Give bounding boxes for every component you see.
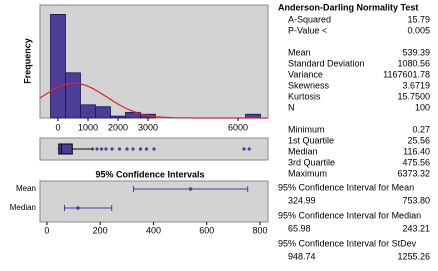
stat-value: 100 xyxy=(415,102,430,112)
stat-label: Standard Deviation xyxy=(288,58,365,68)
stat-label: Median xyxy=(288,146,318,156)
stat-label: 1st Quartile xyxy=(288,135,334,145)
box xyxy=(58,143,73,155)
stat-value: 1080.56 xyxy=(397,58,430,68)
bar xyxy=(110,115,126,119)
interval-label: 95% Confidence Interval for Mean xyxy=(278,182,414,192)
stat-value: 15.7500 xyxy=(397,91,430,101)
bar xyxy=(65,72,81,119)
outlier xyxy=(138,147,143,151)
outlier xyxy=(144,147,149,151)
x-tick-label: 400 xyxy=(146,225,161,235)
outlier xyxy=(110,147,114,151)
stat-label: Maximum xyxy=(288,168,327,178)
stat-value: 3.6719 xyxy=(402,80,430,90)
stat-label: Skewness xyxy=(288,80,330,90)
row-label: Median xyxy=(10,203,36,212)
ci-title: 95% Confidence Intervals xyxy=(95,169,204,179)
stat-label: Minimum xyxy=(288,124,325,134)
interval-low: 948.74 xyxy=(288,251,316,261)
row-label: Mean xyxy=(16,184,36,193)
estimate xyxy=(76,206,80,210)
outlier xyxy=(131,147,135,151)
stat-label: 3rd Quartile xyxy=(288,157,335,167)
stat-value: 116.40 xyxy=(403,146,430,156)
outlier xyxy=(242,147,246,151)
stat-label: Kurtosis xyxy=(288,91,321,101)
estimate xyxy=(188,187,193,191)
interval-label: 95% Confidence Interval for Median xyxy=(278,210,421,220)
interval-low: 65.98 xyxy=(288,223,311,233)
outlier xyxy=(90,147,95,151)
outlier xyxy=(95,147,99,151)
outlier xyxy=(152,147,156,151)
x-tick-label: 200 xyxy=(93,225,108,235)
outlier xyxy=(99,147,104,151)
y-axis-label: Frequency xyxy=(22,38,32,84)
outlier xyxy=(104,147,108,151)
stat-value: 0.005 xyxy=(407,25,430,35)
outlier xyxy=(247,147,251,151)
bar xyxy=(80,104,96,119)
interval-high: 243.21 xyxy=(402,223,430,233)
stat-value: 6373.32 xyxy=(397,168,430,178)
interval-high: 753.80 xyxy=(402,195,430,205)
x-tick-label: 0 xyxy=(55,122,60,132)
x-tick-label: 6000 xyxy=(228,122,248,132)
stat-value: 0.27 xyxy=(412,124,430,134)
stat-label: Variance xyxy=(288,69,323,79)
bar xyxy=(95,106,111,119)
plot-area xyxy=(39,180,269,223)
interval-high: 1255.26 xyxy=(397,251,430,261)
interval-label: 95% Confidence Interval for StDev xyxy=(278,238,417,248)
stat-label: P-Value < xyxy=(288,25,327,35)
x-tick-label: 600 xyxy=(199,225,214,235)
stat-value: 15.79 xyxy=(407,14,430,24)
stat-value: 1167601.78 xyxy=(383,69,430,79)
outlier xyxy=(117,147,122,151)
x-tick-label: 800 xyxy=(252,225,267,235)
interval-low: 324.99 xyxy=(288,195,316,205)
stat-value: 539.39 xyxy=(402,47,430,57)
summary-title: Anderson-Darling Normality Test xyxy=(278,2,418,12)
bar xyxy=(50,14,66,119)
normal-fit-curve xyxy=(39,82,268,119)
stat-label: Mean xyxy=(288,47,311,57)
x-tick-label: 2000 xyxy=(108,122,128,132)
x-tick-label: 0 xyxy=(44,225,49,235)
x-tick-label: 3000 xyxy=(138,122,158,132)
x-tick-label: 1000 xyxy=(78,122,98,132)
stat-value: 475.56 xyxy=(402,157,430,167)
outlier xyxy=(125,147,129,151)
stat-value: 25.56 xyxy=(407,135,430,145)
stat-label: A-Squared xyxy=(288,14,331,24)
stat-label: N xyxy=(288,102,295,112)
